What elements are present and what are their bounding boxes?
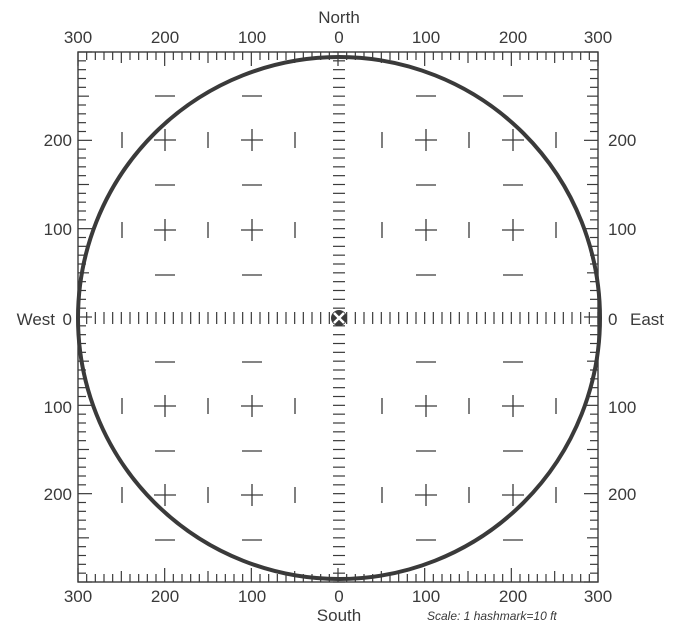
east-label: East	[630, 310, 664, 329]
top-tick-label: 300	[584, 28, 612, 47]
bottom-tick-label: 200	[499, 587, 527, 606]
top-tick-label: 100	[412, 28, 440, 47]
bottom-tick-label: 100	[238, 587, 266, 606]
left-tick-label: 200	[44, 485, 72, 504]
left-tick-label: 200	[44, 131, 72, 150]
right-tick-label: 0	[608, 310, 617, 329]
top-tick-label: 300	[64, 28, 92, 47]
left-tick-label: 100	[44, 398, 72, 417]
right-tick-label: 200	[608, 131, 636, 150]
top-tick-label: 200	[499, 28, 527, 47]
grid-hashmarks	[77, 51, 599, 583]
bottom-tick-label: 300	[584, 587, 612, 606]
bottom-tick-label: 200	[151, 587, 179, 606]
scale-note: Scale: 1 hashmark=10 ft	[427, 609, 557, 623]
bottom-tick-label: 100	[412, 587, 440, 606]
center-marker	[331, 310, 347, 326]
bottom-tick-label: 300	[64, 587, 92, 606]
range-circle	[76, 55, 602, 581]
left-tick-label: 0	[63, 310, 72, 329]
right-tick-label: 100	[608, 398, 636, 417]
south-label: South	[317, 606, 361, 625]
x-marker-icon	[333, 312, 345, 324]
top-tick-label: 200	[151, 28, 179, 47]
top-tick-label: 0	[334, 28, 343, 47]
right-tick-label: 200	[608, 485, 636, 504]
top-tick-label: 100	[238, 28, 266, 47]
west-label: West	[17, 310, 56, 329]
bottom-tick-label: 0	[334, 587, 343, 606]
left-tick-label: 100	[44, 220, 72, 239]
right-tick-label: 100	[608, 220, 636, 239]
north-label: North	[318, 8, 360, 27]
